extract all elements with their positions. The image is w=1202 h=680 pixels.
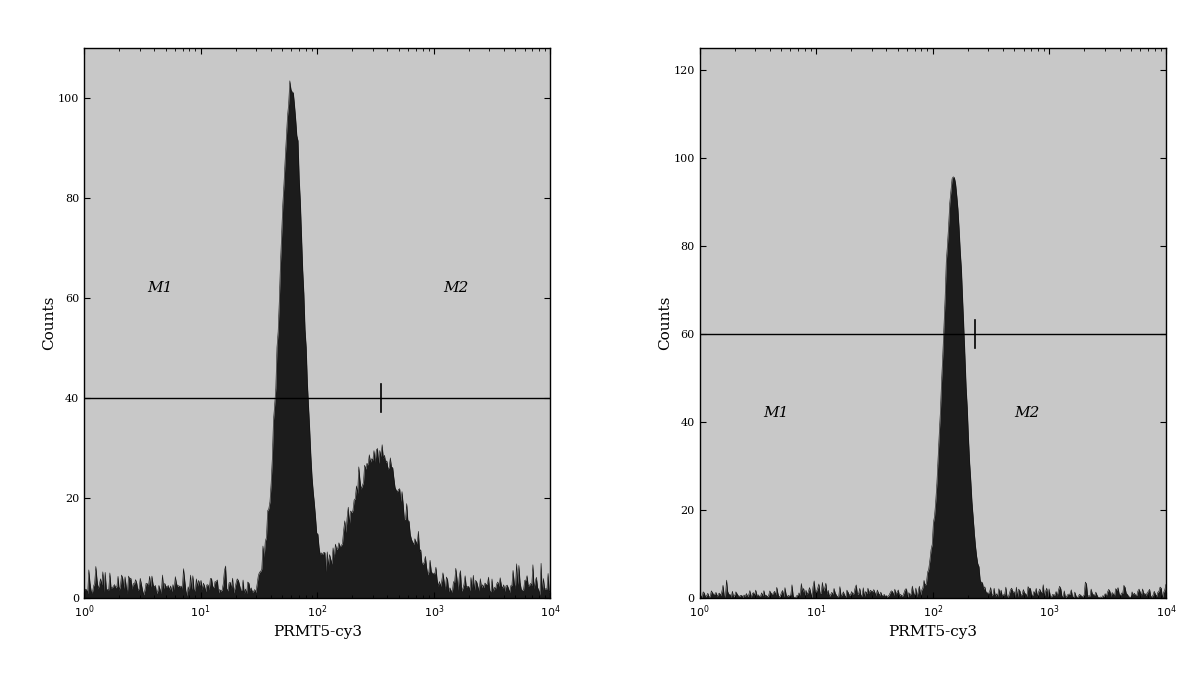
Y-axis label: Counts: Counts: [657, 296, 672, 350]
Text: M2: M2: [444, 281, 469, 295]
Text: M1: M1: [763, 407, 789, 420]
Text: M2: M2: [1014, 407, 1040, 420]
Text: M1: M1: [148, 281, 173, 295]
Y-axis label: Counts: Counts: [42, 296, 56, 350]
X-axis label: PRMT5-cy3: PRMT5-cy3: [888, 626, 977, 639]
X-axis label: PRMT5-cy3: PRMT5-cy3: [273, 626, 362, 639]
